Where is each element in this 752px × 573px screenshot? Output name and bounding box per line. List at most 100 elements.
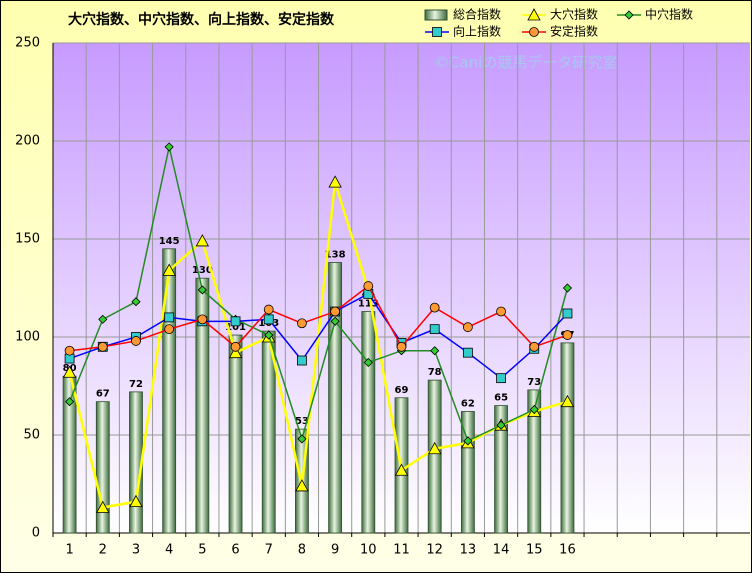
marker [197,285,207,295]
marker [429,324,440,335]
value-label: 62 [461,398,475,409]
legend-label: 中穴指数 [645,7,693,22]
x-tick-label: 16 [559,543,576,558]
y-tick-label: 100 [15,330,40,345]
marker [363,357,373,368]
chart-title: 大穴指数、中穴指数、向上指数、安定指数 [68,11,335,28]
marker [263,314,274,325]
marker [228,345,243,359]
value-label: 53 [295,416,309,427]
marker [297,318,307,329]
marker [363,281,374,291]
marker [394,463,409,476]
x-tick-label: 1 [65,543,73,558]
marker [162,263,176,276]
marker [264,330,274,340]
x-tick-label: 14 [493,543,510,558]
marker [62,365,77,378]
marker [230,341,241,352]
legend-label: 向上指数 [453,24,501,39]
marker [429,302,440,313]
line [69,284,568,352]
x-tick-label: 4 [165,543,173,558]
marker [129,494,143,508]
value-label: 72 [129,379,143,390]
marker [328,175,342,188]
marker [529,341,540,352]
marker [96,500,110,513]
y-tick-label: 50 [23,428,40,443]
x-tick-label: 12 [426,543,443,558]
x-tick-label: 11 [393,543,410,558]
x-tick-label: 10 [360,543,377,558]
marker [496,373,506,384]
marker [263,304,274,315]
marker [65,397,75,407]
marker [297,434,307,444]
marker [164,142,174,152]
marker [560,394,575,408]
line [68,181,568,509]
bar [228,334,243,534]
marker [197,314,208,325]
marker [396,341,407,352]
marker [295,479,309,492]
x-tick-label: 6 [231,543,239,558]
bar [527,389,542,534]
marker [562,308,573,319]
bar [427,379,442,534]
marker [97,341,108,352]
marker [98,314,108,324]
marker [624,10,634,20]
marker [496,420,506,430]
marker [131,336,141,346]
value-label: 113 [358,299,379,310]
value-label: 69 [395,385,409,396]
bar [95,401,110,534]
y-tick-label: 250 [15,36,40,51]
y-tick-label: 200 [15,134,40,149]
x-tick-label: 2 [99,543,107,558]
marker [330,306,341,317]
value-label: 101 [225,322,246,333]
watermark: ©Caniの競馬データ研究室 [434,54,617,72]
value-label: 73 [527,377,541,388]
marker [463,436,473,446]
marker [496,306,506,317]
marker [428,441,442,455]
marker [164,312,175,323]
marker [562,283,573,293]
marker [131,297,141,307]
legend-label: 総合指数 [453,7,501,22]
legend-label: 安定指数 [550,24,598,39]
marker [195,234,210,247]
marker [230,316,241,327]
value-label: 138 [325,250,346,261]
bar [328,262,343,534]
marker [297,355,307,366]
bar [560,342,575,534]
value-label: 130 [192,265,213,276]
value-label: 78 [428,367,442,378]
marker [527,8,541,21]
line [69,292,568,380]
legend-swatch [424,9,448,21]
x-tick-label: 5 [198,543,206,558]
bar [162,248,177,534]
x-tick-label: 13 [460,543,477,558]
marker [529,27,539,37]
value-label: 65 [494,393,508,404]
y-tick-label: 0 [32,526,40,541]
marker [529,404,539,415]
marker [462,322,473,333]
line [68,146,569,442]
x-tick-label: 3 [132,543,140,558]
value-label: 145 [159,236,180,247]
bar [494,405,508,534]
x-tick-label: 7 [265,543,273,558]
marker [462,347,473,358]
bar [361,311,376,534]
y-tick-label: 150 [15,232,40,247]
x-tick-label: 9 [331,543,339,558]
